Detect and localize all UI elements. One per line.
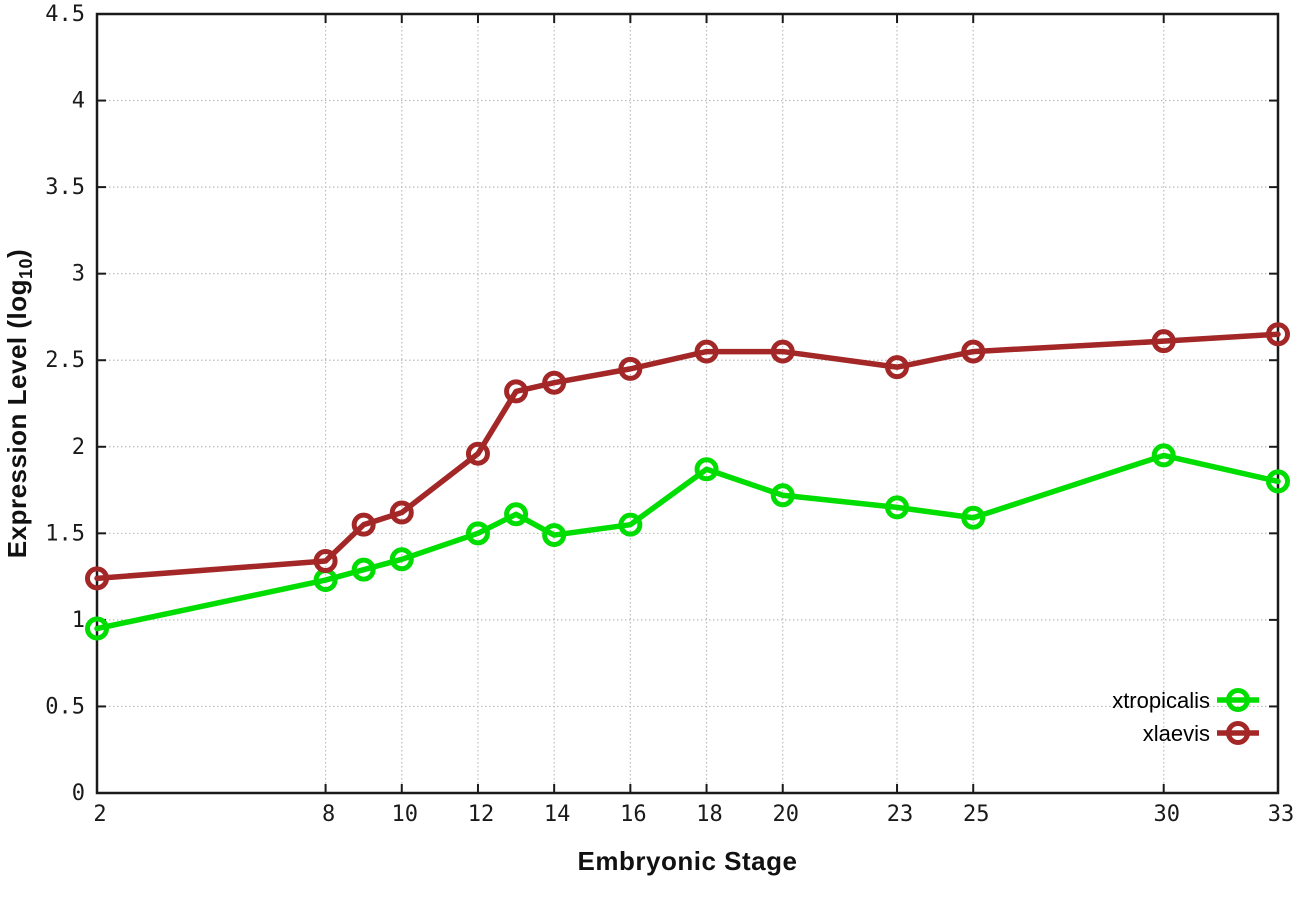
y-axis-title-suffix: ) bbox=[2, 248, 32, 258]
x-tick-label: 14 bbox=[544, 802, 571, 827]
y-axis-title-text: Expression Level (log bbox=[2, 278, 32, 559]
y-tick-label: 2 bbox=[72, 435, 85, 460]
data-point-xtropicalis bbox=[351, 557, 376, 582]
x-tick-label: 8 bbox=[322, 802, 335, 827]
x-tick-label: 33 bbox=[1268, 802, 1295, 827]
data-point-xlaevis bbox=[542, 370, 567, 395]
data-point-xtropicalis bbox=[770, 483, 795, 508]
data-point-xtropicalis bbox=[1266, 469, 1290, 494]
data-point-xlaevis bbox=[694, 339, 719, 364]
legend-sample-marker-xlaevis bbox=[1226, 721, 1250, 745]
x-tick-label: 2 bbox=[93, 802, 106, 827]
x-tick-label: 23 bbox=[887, 802, 914, 827]
y-tick-label: 2.5 bbox=[45, 348, 85, 373]
y-tick-label: 3 bbox=[72, 262, 85, 287]
data-point-xlaevis bbox=[885, 355, 910, 380]
x-tick-label: 18 bbox=[696, 802, 723, 827]
x-tick-label: 30 bbox=[1153, 802, 1180, 827]
series-line-xlaevis bbox=[94, 331, 1281, 582]
x-tick-label: 10 bbox=[392, 802, 419, 827]
data-point-xlaevis bbox=[85, 566, 109, 591]
data-point-xtropicalis bbox=[465, 521, 490, 546]
x-tick-label: 25 bbox=[963, 802, 990, 827]
data-point-xtropicalis bbox=[389, 547, 414, 572]
data-point-xlaevis bbox=[1151, 329, 1176, 354]
y-tick-label: 3.5 bbox=[45, 175, 85, 200]
data-point-xlaevis bbox=[351, 512, 376, 537]
data-point-xtropicalis bbox=[885, 495, 910, 520]
legend-label-xlaevis: xlaevis bbox=[1143, 721, 1210, 746]
series-line-xtropicalis bbox=[94, 452, 1281, 632]
y-tick-label: 0.5 bbox=[45, 694, 85, 719]
data-point-xlaevis bbox=[313, 549, 338, 574]
data-point-xlaevis bbox=[1266, 322, 1290, 347]
x-tick-label: 20 bbox=[772, 802, 799, 827]
plot-border bbox=[95, 12, 1280, 795]
data-point-xlaevis bbox=[770, 339, 795, 364]
y-tick-label: 0 bbox=[72, 781, 85, 806]
data-point-xlaevis bbox=[961, 339, 986, 364]
data-point-xtropicalis bbox=[961, 505, 986, 530]
y-tick-label: 4 bbox=[72, 89, 85, 114]
y-tick-label: 1 bbox=[72, 608, 85, 633]
x-axis-title: Embryonic Stage bbox=[577, 846, 798, 876]
y-tick-label: 1.5 bbox=[45, 521, 85, 546]
data-point-xlaevis bbox=[389, 500, 414, 525]
legend-sample-marker-xtropicalis bbox=[1226, 688, 1250, 712]
data-point-xtropicalis bbox=[618, 512, 643, 537]
x-tick-label: 16 bbox=[620, 802, 647, 827]
y-axis-title-subscript: 10 bbox=[16, 257, 36, 279]
data-point-xtropicalis bbox=[542, 523, 567, 548]
y-axis-title: Expression Level (log10) bbox=[2, 14, 37, 793]
y-tick-label: 4.5 bbox=[45, 2, 85, 27]
data-point-xlaevis bbox=[618, 356, 643, 381]
data-point-xtropicalis bbox=[694, 457, 719, 482]
data-point-xtropicalis bbox=[85, 616, 109, 641]
data-point-xtropicalis bbox=[504, 502, 529, 527]
data-point-xlaevis bbox=[465, 441, 490, 466]
legend-label-xtropicalis: xtropicalis bbox=[1112, 688, 1210, 713]
data-point-xlaevis bbox=[504, 379, 529, 404]
data-point-xtropicalis bbox=[1151, 443, 1176, 468]
x-tick-label: 12 bbox=[468, 802, 495, 827]
